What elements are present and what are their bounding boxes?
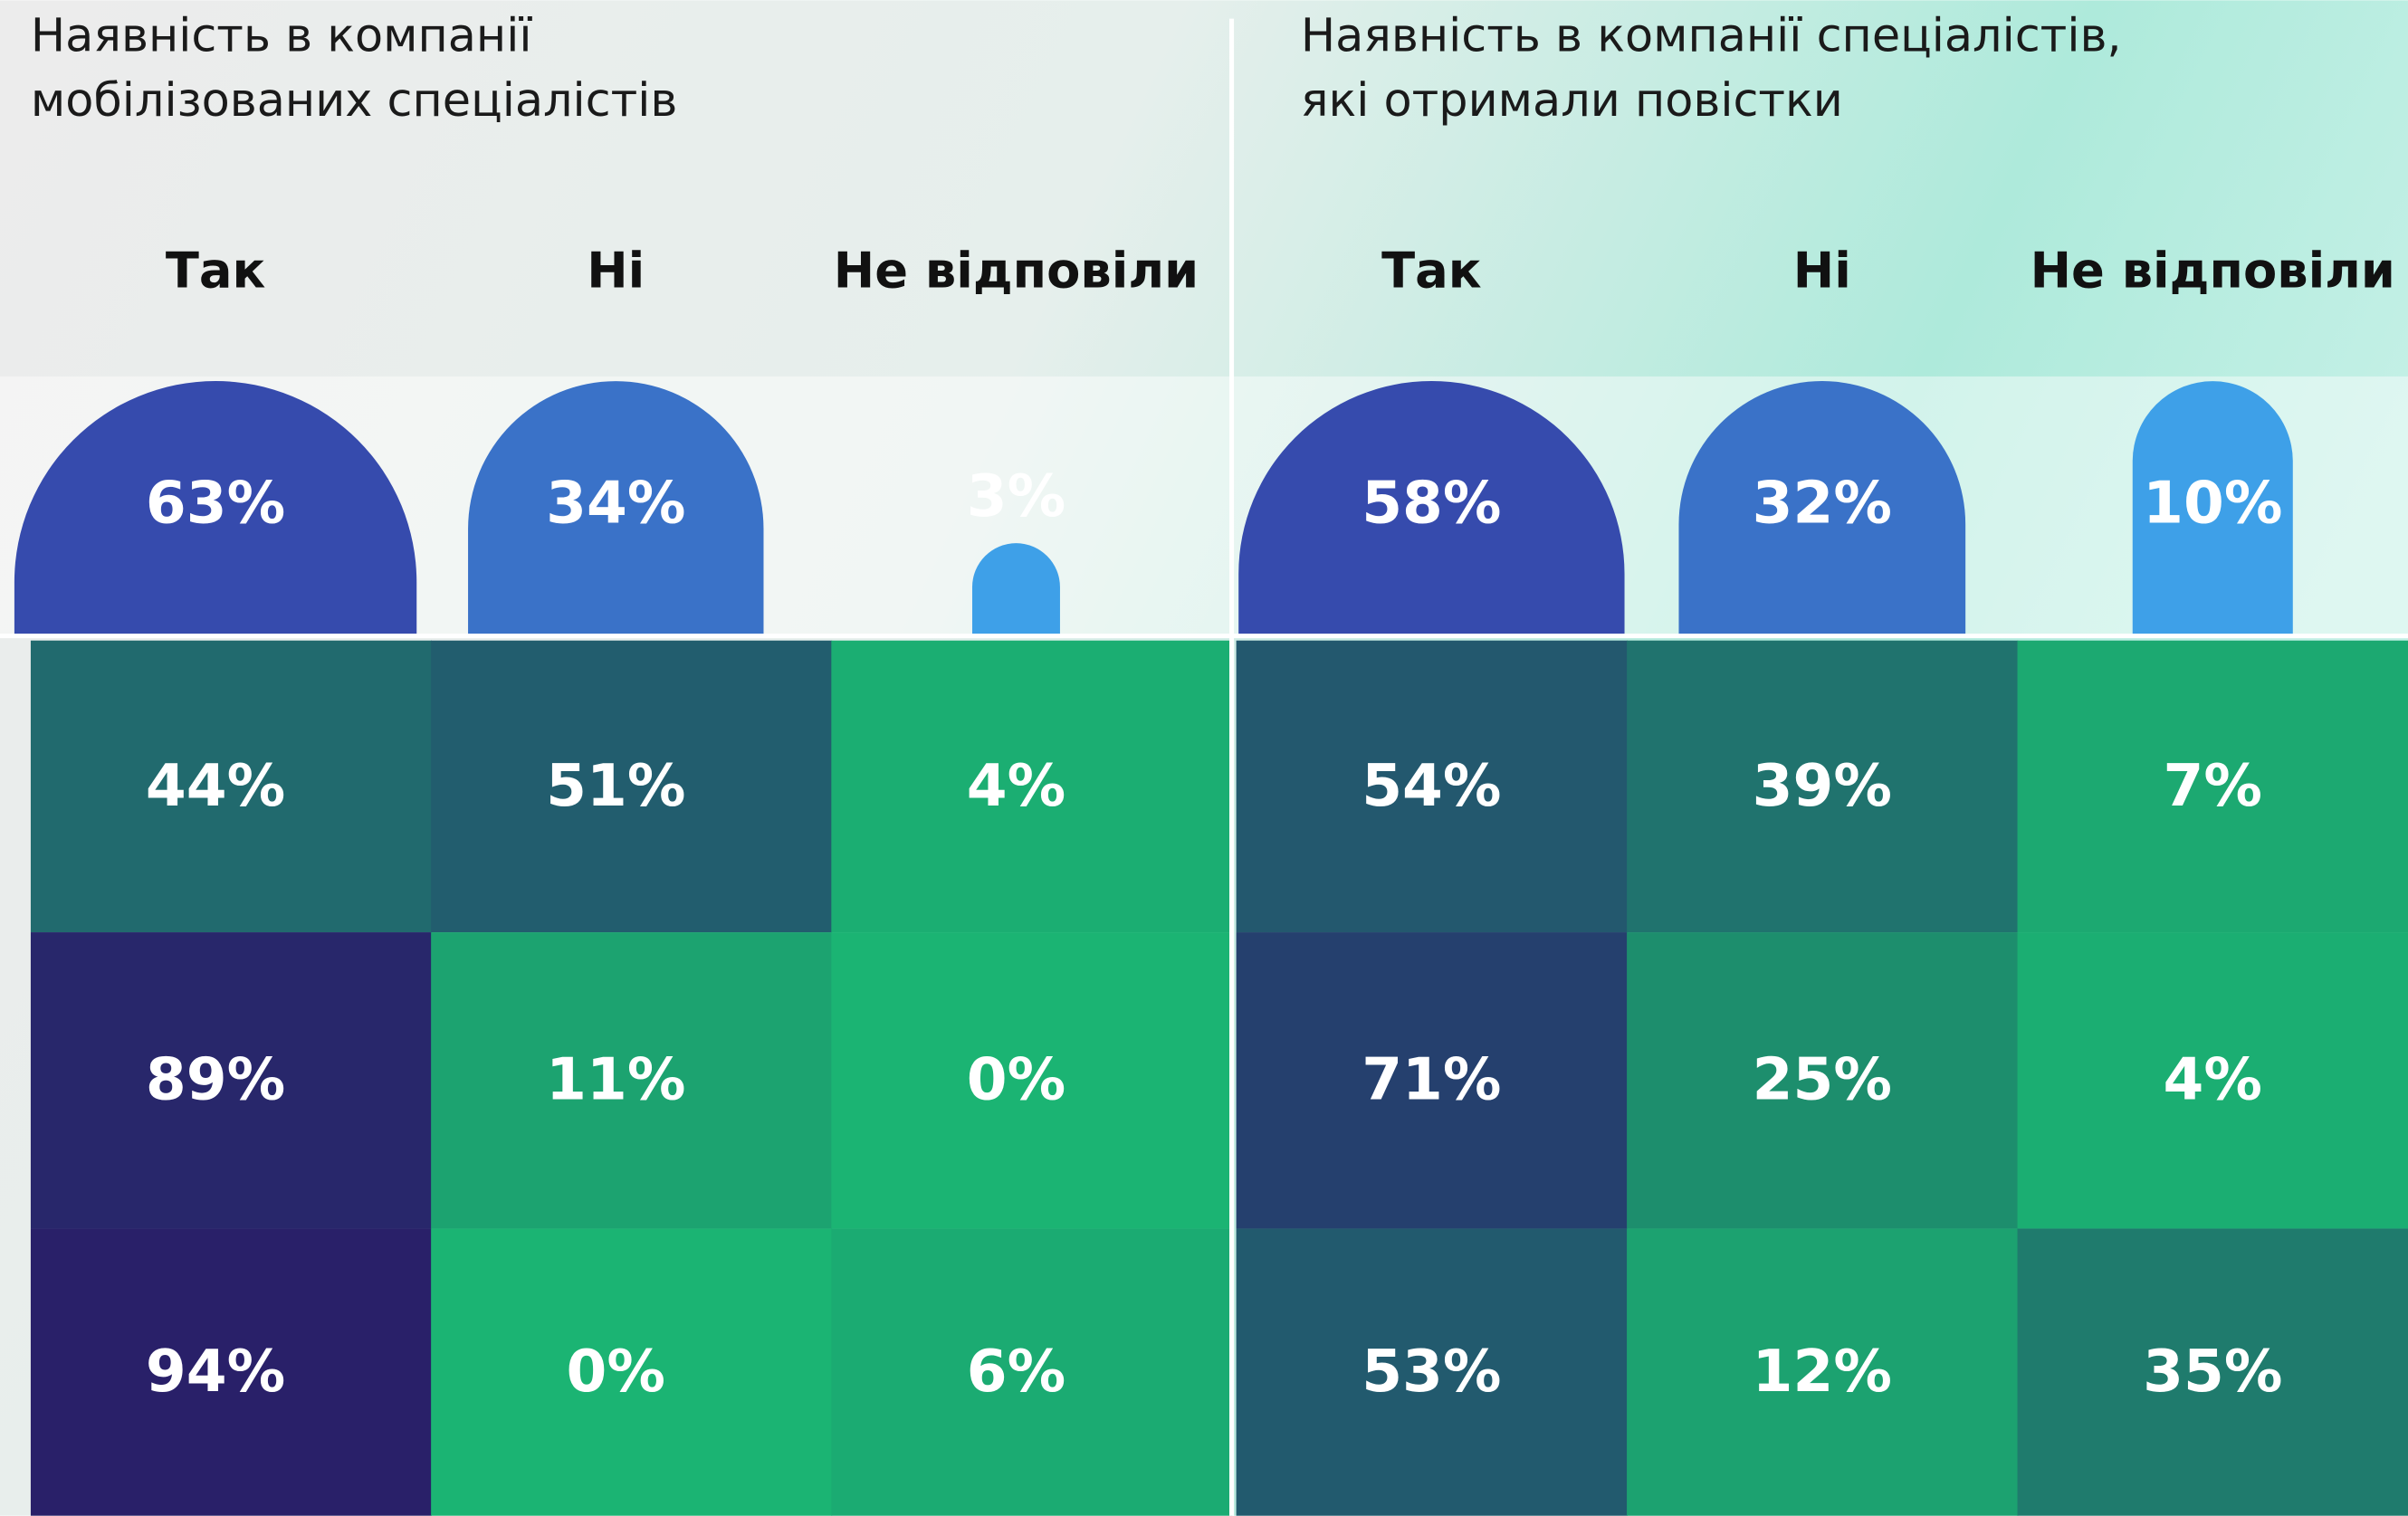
cell-label: 4% [967, 752, 1065, 820]
arch-bar [14, 381, 417, 634]
cell-label: 54% [1362, 752, 1501, 820]
cell-label: 11% [546, 1046, 685, 1114]
value-label: 58% [1362, 470, 1501, 538]
cell-label: 44% [146, 752, 285, 820]
heat-cell [1627, 1228, 2019, 1516]
heat-cell [2017, 932, 2408, 1229]
cell-label: 7% [2164, 752, 2262, 820]
heat-cell [431, 640, 833, 933]
heat-cell [1236, 640, 1628, 933]
arch-bar [971, 543, 1060, 634]
cell-label: 71% [1362, 1046, 1501, 1114]
category-label: Так [1381, 242, 1482, 299]
value-label: 32% [1753, 470, 1892, 538]
cell-label: 4% [2164, 1046, 2262, 1114]
arch-bar [1678, 381, 1966, 634]
category-label: Не відповіли [2031, 242, 2395, 299]
heat-cell [30, 640, 432, 933]
category-label: Не відповіли [834, 242, 1199, 299]
value-label: 3% [967, 462, 1065, 530]
heat-cell [2017, 1228, 2408, 1516]
cell-label: 25% [1753, 1046, 1892, 1114]
chart-title: мобілізованих спеціалістів [31, 74, 677, 128]
category-label: Ні [1793, 242, 1851, 299]
cell-label: 89% [146, 1046, 285, 1114]
category-label: Так [166, 242, 266, 299]
charts: Наявність в компанії мобілізованих спеціа… [14, 10, 2408, 1516]
chart-title: які отримали повістки [1301, 74, 1843, 128]
arch-bar [468, 381, 764, 634]
cell-label: 39% [1753, 752, 1892, 820]
heat-cell [831, 640, 1233, 933]
heat-cell [431, 932, 833, 1229]
cell-label: 94% [146, 1338, 285, 1406]
heat-cell [30, 1228, 432, 1516]
cell-label: 0% [967, 1046, 1065, 1114]
arch-bar [2132, 381, 2293, 634]
category-label: Ні [587, 242, 645, 299]
cell-label: 0% [567, 1338, 665, 1406]
heat-cell [2017, 640, 2408, 933]
value-label: 10% [2143, 470, 2282, 538]
cell-label: 6% [967, 1338, 1065, 1406]
cell-label: 53% [1362, 1338, 1501, 1406]
heat-cell [831, 932, 1233, 1229]
heat-cell [1627, 932, 2019, 1229]
value-label: 34% [546, 470, 685, 538]
cell-label: 35% [2143, 1338, 2282, 1406]
heat-cell [831, 1228, 1233, 1516]
chart-title: Наявність в компанії [31, 10, 532, 63]
heat-cell [431, 1228, 833, 1516]
value-label: 63% [146, 470, 285, 538]
heat-cell [30, 932, 432, 1229]
cell-label: 12% [1753, 1338, 1892, 1406]
cell-label: 51% [546, 752, 685, 820]
arch-bar [1238, 381, 1625, 634]
heat-cell [1236, 1228, 1628, 1516]
heat-cell [1627, 640, 2019, 933]
heat-cell [1236, 932, 1628, 1229]
chart-title: Наявність в компанії спеціалістів, [1301, 10, 2122, 63]
